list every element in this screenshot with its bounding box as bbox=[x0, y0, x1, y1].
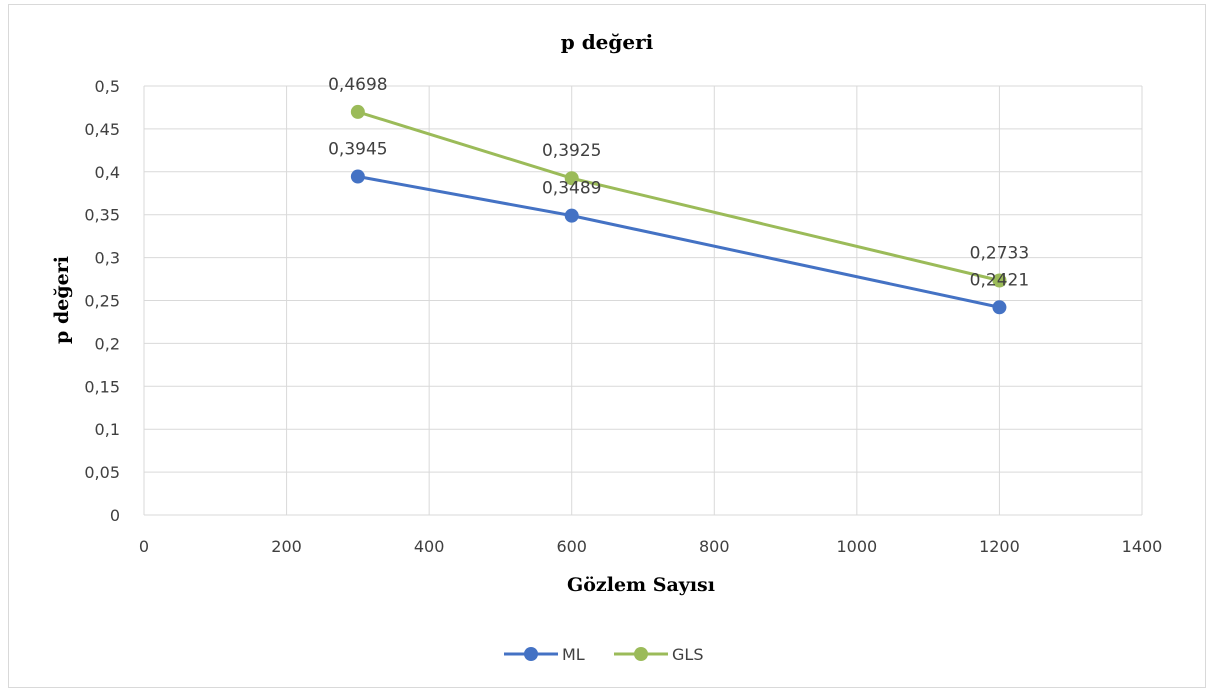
y-tick-label: 0,45 bbox=[84, 120, 120, 139]
y-tick-label: 0,05 bbox=[84, 463, 120, 482]
legend: ML GLS bbox=[504, 645, 703, 664]
y-tick-label: 0,3 bbox=[95, 249, 120, 268]
x-tick-label: 1200 bbox=[979, 537, 1020, 556]
series-line-ml bbox=[357, 175, 1000, 309]
chart-frame bbox=[8, 4, 1206, 688]
x-tick-label: 1000 bbox=[836, 537, 877, 556]
x-tick-label: 200 bbox=[271, 537, 302, 556]
chart-title: p değeri bbox=[561, 30, 654, 54]
x-tick-label: 1400 bbox=[1122, 537, 1163, 556]
data-point-ml bbox=[992, 300, 1007, 315]
legend-label-gls: GLS bbox=[672, 645, 703, 664]
x-tick-label: 400 bbox=[414, 537, 445, 556]
data-label-gls: 0,2733 bbox=[970, 244, 1029, 264]
data-label-gls: 0,3925 bbox=[542, 141, 601, 161]
data-labels: 0,3945 0,3489 0,2421 0,4698 0,3925 0,2733 bbox=[328, 75, 1029, 290]
data-point-ml bbox=[350, 169, 365, 184]
y-tick-label: 0,1 bbox=[95, 420, 120, 439]
y-axis-ticks: 0 0,05 0,1 0,15 0,2 0,25 0,3 0,35 0,4 0,45 0,5 bbox=[84, 77, 120, 525]
x-tick-label: 600 bbox=[556, 537, 587, 556]
legend-label-ml: ML bbox=[562, 645, 585, 664]
data-point-gls bbox=[564, 171, 579, 186]
series-group bbox=[350, 104, 1007, 315]
gridlines bbox=[143, 85, 1143, 516]
x-tick-label: 0 bbox=[139, 537, 149, 556]
data-point-gls bbox=[992, 273, 1007, 288]
data-label-ml: 0,2421 bbox=[970, 270, 1029, 290]
y-axis-title: p değeri bbox=[51, 256, 73, 344]
y-tick-label: 0,25 bbox=[84, 292, 120, 311]
legend-swatch-marker bbox=[634, 647, 648, 661]
data-label-ml: 0,3945 bbox=[328, 140, 387, 160]
x-axis-title: Gözlem Sayısı bbox=[567, 574, 715, 596]
y-tick-label: 0 bbox=[110, 506, 120, 525]
series-line-gls bbox=[357, 110, 1000, 282]
data-point-ml bbox=[564, 208, 579, 223]
y-tick-label: 0,2 bbox=[95, 334, 120, 353]
legend-swatch-marker bbox=[524, 647, 538, 661]
y-tick-label: 0,4 bbox=[95, 163, 120, 182]
y-tick-label: 0,5 bbox=[95, 77, 120, 96]
data-label-gls: 0,4698 bbox=[328, 75, 387, 95]
x-axis-ticks: 0 200 400 600 800 1000 1200 1400 bbox=[139, 537, 1162, 556]
x-tick-label: 800 bbox=[699, 537, 730, 556]
data-point-gls bbox=[350, 104, 365, 119]
y-tick-label: 0,35 bbox=[84, 206, 120, 225]
data-label-ml: 0,3489 bbox=[542, 179, 601, 199]
y-tick-label: 0,15 bbox=[84, 377, 120, 396]
